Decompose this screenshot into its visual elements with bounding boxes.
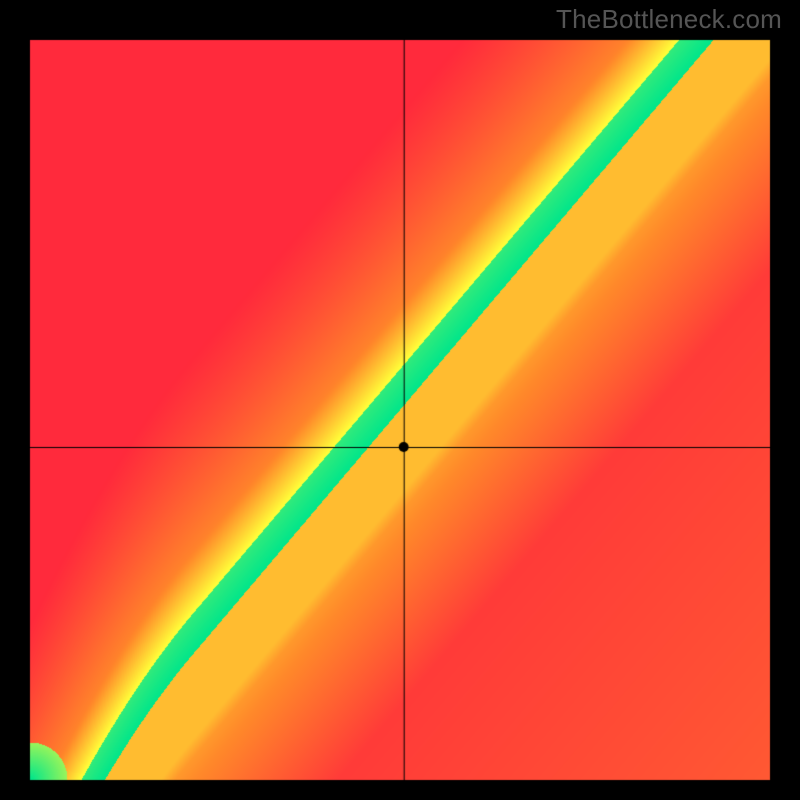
bottleneck-heatmap: [0, 0, 800, 800]
watermark-text: TheBottleneck.com: [556, 4, 782, 35]
chart-container: TheBottleneck.com: [0, 0, 800, 800]
